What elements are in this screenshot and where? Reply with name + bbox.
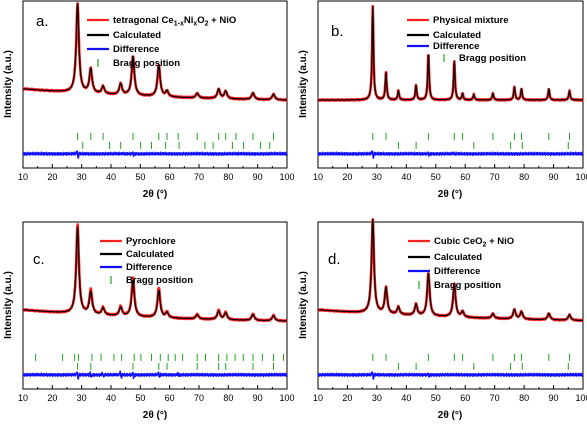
x-tick-label: 80 [223,172,233,182]
panel-label: d. [328,251,341,268]
legend-label-bragg: Bragg position [434,280,501,291]
x-axis-title: 2θ (°) [438,189,462,200]
legend: tetragonal Ce1-xNixO2 + NiO Calculated D… [87,15,236,69]
legend-label-bragg: Bragg position [113,58,180,69]
x-tick-label: 80 [519,172,529,182]
plot-frame [317,0,584,169]
panel-a: a. tetragonal Ce1-xNixO2 + NiO Calculate… [3,0,295,200]
panel-label: a. [36,13,49,30]
y-axis-title: Intensity (a.u.) [298,50,309,118]
panel-d: d. Cubic CeO2 + NiO Calculated Differenc… [298,218,587,421]
panel-c: c. Pyrochlore Calculated Difference Brag… [3,221,295,421]
x-tick-label: 30 [77,393,87,403]
difference-curve [317,371,584,380]
x-tick-label: 70 [194,172,204,182]
x-tick-label: 50 [431,393,441,403]
x-tick-label: 100 [279,393,294,403]
legend: Physical mixture Calculated Difference B… [407,15,526,64]
legend-label-observed: Cubic CeO2 + NiO [434,236,514,249]
legend-label-calculated: Calculated [113,30,161,41]
x-axis-title: 2θ (°) [438,410,462,421]
legend-label-difference: Difference [113,44,159,55]
x-tick-label: 70 [490,172,500,182]
x-tick-label: 90 [549,393,559,403]
x-tick-label: 30 [372,172,382,182]
x-tick-label: 90 [549,172,559,182]
calculated-pattern [22,2,288,101]
x-tick-label: 20 [342,172,352,182]
x-tick-label: 30 [372,393,382,403]
x-tick-label: 40 [106,172,116,182]
x-tick-label: 10 [313,393,323,403]
plot-frame [22,0,288,169]
x-tick-label: 60 [460,172,470,182]
difference-curve [22,150,288,159]
legend-label-difference: Difference [126,262,172,273]
legend-label-calculated: Calculated [126,249,174,260]
legend: Cubic CeO2 + NiO Calculated Difference B… [408,236,514,291]
x-tick-label: 40 [401,393,411,403]
x-tick-label: 50 [431,172,441,182]
calculated-pattern [22,226,288,322]
x-tick-label: 60 [165,172,175,182]
x-tick-label: 10 [18,393,28,403]
legend-label-calculated: Calculated [433,30,481,41]
difference-curve [317,150,584,159]
x-tick-label: 60 [460,393,470,403]
legend-label-bragg: Bragg position [126,275,193,286]
y-axis-title: Intensity (a.u.) [3,271,14,339]
x-tick-label: 50 [135,172,145,182]
x-tick-label: 20 [47,172,57,182]
x-tick-label: 90 [253,172,263,182]
x-tick-label: 10 [18,172,28,182]
panel-b: b. Physical mixture Calculated Differenc… [298,0,587,200]
x-axis-title: 2θ (°) [143,410,167,421]
legend-label-observed: Physical mixture [433,15,509,26]
x-tick-label: 70 [490,393,500,403]
panel-label: b. [331,23,344,40]
x-tick-label: 10 [313,172,323,182]
y-axis-title: Intensity (a.u.) [298,271,309,339]
legend-label-difference: Difference [434,266,480,277]
difference-curve [22,370,288,380]
x-tick-label: 40 [106,393,116,403]
legend-label-bragg: Bragg position [459,53,526,64]
legend-label-observed: tetragonal Ce1-xNixO2 + NiO [113,15,236,28]
legend-label-observed: Pyrochlore [126,236,176,247]
x-tick-label: 90 [253,393,263,403]
x-tick-label: 80 [519,393,529,403]
plot-frame [317,221,584,390]
x-tick-label: 30 [77,172,87,182]
panel-label: c. [33,251,45,268]
x-tick-label: 100 [575,393,587,403]
x-tick-label: 50 [135,393,145,403]
x-tick-label: 100 [575,172,587,182]
calculated-pattern [317,5,584,101]
x-tick-label: 20 [342,393,352,403]
x-tick-label: 100 [279,172,294,182]
x-tick-label: 80 [223,393,233,403]
calculated-pattern [317,218,584,321]
x-axis-title: 2θ (°) [143,189,167,200]
x-tick-label: 70 [194,393,204,403]
x-tick-label: 20 [47,393,57,403]
x-tick-label: 60 [165,393,175,403]
legend-label-difference: Difference [433,41,479,52]
legend: Pyrochlore Calculated Difference Bragg p… [100,236,193,286]
y-axis-title: Intensity (a.u.) [3,50,14,118]
legend-label-calculated: Calculated [434,252,482,263]
x-tick-label: 40 [401,172,411,182]
plot-frame [22,221,288,390]
